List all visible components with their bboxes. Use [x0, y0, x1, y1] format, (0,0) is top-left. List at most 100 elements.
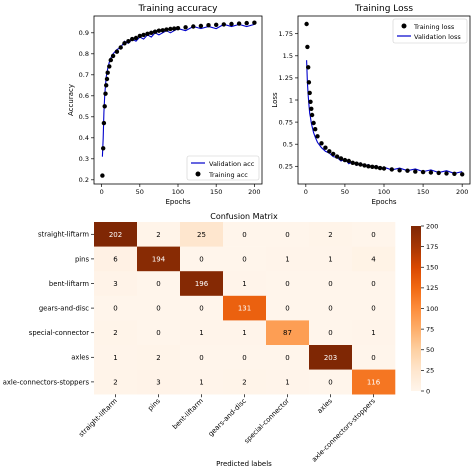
matrix-cell	[223, 369, 267, 395]
series-point	[305, 44, 310, 50]
matrix-cell-value: 2	[242, 378, 246, 386]
matrix-cell	[352, 246, 396, 272]
x-tick-label: 200	[248, 188, 260, 196]
matrix-cell-value: 3	[113, 280, 117, 288]
matrix-cell-value: 1	[199, 378, 203, 386]
y-tick-label: 1	[289, 96, 293, 104]
row-label: axle-connectors-stoppers	[3, 378, 90, 386]
column-label: gears-and-disc	[207, 397, 248, 438]
row-label: special-connector	[29, 329, 89, 337]
matrix-cell	[309, 246, 353, 272]
series-point	[460, 172, 465, 177]
colorbar-tick-label: 50	[426, 346, 434, 354]
series-point	[103, 91, 108, 96]
colorbar-tick-label: 25	[426, 367, 434, 375]
matrix-cell	[352, 295, 396, 321]
matrix-cell	[266, 222, 310, 247]
y-tick-label: 1.75	[279, 30, 293, 38]
loss-legend-validation-label: Validation loss	[414, 33, 461, 41]
matrix-cell	[137, 246, 181, 272]
matrix-cell-value: 0	[242, 255, 246, 263]
colorbar-tick-label: 150	[426, 264, 438, 272]
series-point	[160, 28, 165, 33]
matrix-cell-value: 131	[238, 305, 251, 313]
series-point	[175, 26, 181, 31]
x-tick-label: 100	[378, 188, 390, 196]
series-point	[319, 141, 324, 146]
series-point	[107, 64, 112, 69]
matrix-cell	[137, 271, 181, 297]
series-point	[428, 170, 434, 175]
series-point	[221, 22, 226, 27]
x-tick-label: 200	[456, 188, 468, 196]
matrix-cell-value: 2	[156, 354, 160, 362]
column-label: axles	[316, 397, 335, 416]
matrix-cell-value: 0	[156, 280, 160, 288]
series-point	[370, 164, 375, 169]
series-point	[118, 45, 123, 50]
series-point	[152, 29, 158, 34]
matrix-cell-value: 0	[371, 231, 375, 239]
matrix-cell	[352, 345, 396, 370]
column-label: pins	[146, 397, 162, 413]
colorbar-tick-label: 125	[426, 284, 438, 292]
series-line	[306, 60, 463, 174]
matrix-cell-value: 1	[285, 255, 289, 263]
matrix-cell	[309, 222, 353, 247]
series-point	[444, 171, 449, 176]
series-point	[366, 164, 371, 169]
matrix-cell	[94, 320, 138, 346]
matrix-cell	[223, 320, 267, 346]
matrix-cell-value: 0	[328, 280, 332, 288]
series-point	[313, 127, 318, 132]
colorbar-tick-label: 75	[426, 325, 434, 333]
y-tick-label: 0.7	[79, 71, 89, 79]
series-point	[358, 162, 363, 167]
series-point	[381, 166, 387, 171]
y-tick-label: 1.25	[279, 74, 293, 82]
series-point	[389, 167, 394, 172]
matrix-cell	[223, 295, 267, 321]
series-point	[304, 21, 309, 27]
matrix-cell	[137, 345, 181, 370]
series-point	[331, 151, 336, 157]
series-point	[114, 49, 120, 54]
matrix-cell-value: 0	[242, 231, 246, 239]
row-label: bent-liftarm	[49, 280, 89, 288]
series-point	[122, 41, 127, 46]
matrix-cell-value: 2	[328, 231, 332, 239]
matrix-cell	[309, 345, 353, 370]
matrix-cell-value: 1	[113, 354, 117, 362]
matrix-cell-value: 25	[197, 231, 206, 239]
series-point	[101, 120, 107, 126]
loss-y-axis-label: Loss	[271, 92, 279, 108]
y-tick-label: 0.5	[283, 141, 293, 149]
series-point	[334, 154, 340, 159]
matrix-cell	[137, 320, 181, 346]
series-point	[346, 158, 351, 164]
series-point	[214, 22, 219, 27]
series-point	[374, 165, 379, 170]
accuracy-legend: Validation acc Training acc	[186, 155, 260, 181]
series-point	[236, 21, 242, 26]
confusion-matrix-x-axis-label: Predicted labels	[216, 460, 272, 468]
y-tick-label: 1.5	[283, 52, 293, 60]
series-point	[306, 80, 312, 85]
series-point	[110, 53, 116, 59]
accuracy-series	[100, 20, 257, 178]
accuracy-legend-validation-label: Validation acc	[209, 160, 255, 168]
matrix-cell	[180, 222, 224, 247]
matrix-cell-value: 2	[156, 231, 160, 239]
matrix-cell	[266, 320, 310, 346]
series-point	[338, 156, 344, 161]
matrix-cell-value: 0	[199, 255, 203, 263]
matrix-cell	[180, 345, 224, 370]
row-label: axles	[71, 354, 89, 362]
matrix-cell-value: 1	[371, 329, 375, 337]
series-point	[308, 99, 313, 105]
matrix-cell	[352, 369, 396, 395]
matrix-cell	[352, 222, 396, 247]
series-point	[191, 24, 196, 29]
row-label: pins	[75, 255, 90, 263]
matrix-cell-value: 0	[371, 280, 375, 288]
